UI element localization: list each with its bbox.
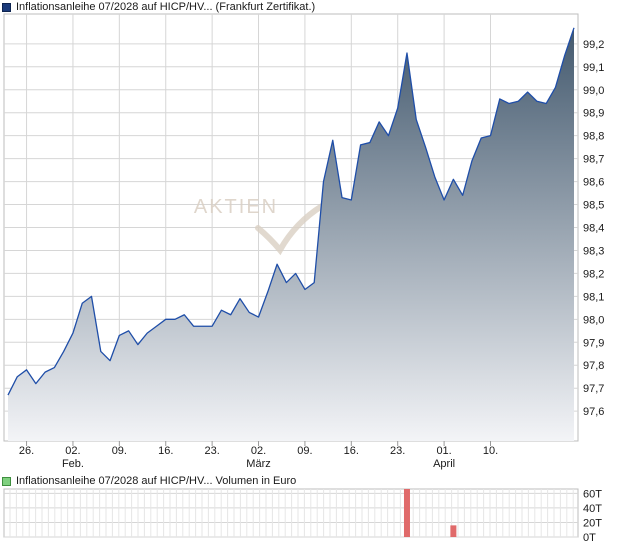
watermark-checkmark-icon	[255, 203, 325, 256]
y-tick-label: 97,6	[583, 406, 604, 418]
x-month-label: Feb.	[62, 458, 84, 470]
y-tick-label: 98,2	[583, 268, 604, 280]
volume-y-tick-label: 40T	[583, 503, 602, 515]
y-tick-label: 99,0	[583, 85, 604, 97]
volume-bar	[403, 489, 410, 537]
volume-legend-swatch	[2, 476, 11, 486]
volume-bar	[450, 525, 457, 537]
x-tick-label: 02.	[65, 445, 80, 457]
y-tick-label: 98,8	[583, 131, 604, 143]
x-tick-label: 23.	[204, 445, 219, 457]
x-tick-label: 09.	[112, 445, 127, 457]
y-tick-label: 98,5	[583, 200, 604, 212]
price-legend-swatch	[2, 2, 11, 12]
y-tick-label: 98,3	[583, 245, 604, 257]
price-legend: Inflationsanleihe 07/2028 auf HICP/HV...…	[2, 1, 315, 13]
x-tick-label: 09.	[297, 445, 312, 457]
y-tick-label: 97,7	[583, 383, 604, 395]
x-month-label: April	[433, 458, 455, 470]
y-tick-label: 97,8	[583, 360, 604, 372]
y-tick-label: 99,1	[583, 62, 604, 74]
volume-plot-frame	[3, 488, 579, 538]
volume-y-tick-label: 0T	[583, 532, 596, 544]
x-tick-label: 16.	[158, 445, 173, 457]
x-tick-label: 16.	[344, 445, 359, 457]
y-tick-label: 98,1	[583, 291, 604, 303]
y-tick-label: 98,7	[583, 154, 604, 166]
volume-legend: Inflationsanleihe 07/2028 auf HICP/HV...…	[2, 475, 296, 487]
price-area	[8, 27, 574, 442]
volume-legend-label: Inflationsanleihe 07/2028 auf HICP/HV...…	[16, 475, 297, 487]
y-tick-label: 98,4	[583, 223, 604, 235]
y-tick-label: 98,6	[583, 177, 604, 189]
price-series-line	[7, 27, 575, 396]
x-tick-label: 26.	[19, 445, 34, 457]
y-tick-label: 98,9	[583, 108, 604, 120]
x-tick-label: 02.	[251, 445, 266, 457]
x-tick-label: 01.	[436, 445, 451, 457]
volume-y-tick-label: 60T	[583, 488, 602, 500]
price-legend-label: Inflationsanleihe 07/2028 auf HICP/HV...…	[16, 1, 316, 13]
x-month-label: März	[246, 458, 270, 470]
x-tick-label: 23.	[390, 445, 405, 457]
x-tick-label: 10.	[483, 445, 498, 457]
y-tick-label: 99,2	[583, 39, 604, 51]
y-tick-label: 97,9	[583, 337, 604, 349]
volume-y-tick-label: 20T	[583, 517, 602, 529]
watermark-text: AKTIEN	[194, 196, 278, 218]
y-tick-label: 98,0	[583, 314, 604, 326]
